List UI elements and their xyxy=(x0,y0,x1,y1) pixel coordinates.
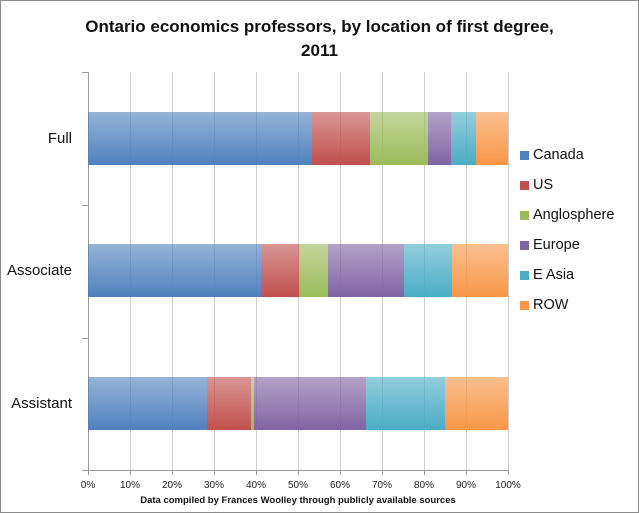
legend-item-canada: Canada xyxy=(520,140,614,170)
legend-swatch xyxy=(520,210,529,220)
legend-swatch xyxy=(520,240,529,250)
bar-segment-row xyxy=(451,244,508,297)
legend-swatch xyxy=(520,300,529,310)
x-tick xyxy=(508,470,509,475)
x-tick xyxy=(424,470,425,475)
bar-segment-canada xyxy=(88,244,262,297)
y-tick xyxy=(82,338,88,339)
x-tick-label: 50% xyxy=(287,480,308,491)
x-tick-label: 0% xyxy=(80,480,96,491)
legend-item-e-asia: E Asia xyxy=(520,260,614,290)
bar-segment-e-asia xyxy=(365,377,445,430)
x-tick-label: 80% xyxy=(413,480,434,491)
y-label-assistant: Assistant xyxy=(11,395,72,412)
bar-segment-canada xyxy=(88,377,207,430)
x-tick-label: 90% xyxy=(455,480,476,491)
bar-associate xyxy=(88,244,508,297)
x-tick-label: 30% xyxy=(203,480,224,491)
bar-segment-us xyxy=(312,112,371,165)
x-tick xyxy=(172,470,173,475)
x-tick xyxy=(466,470,467,475)
x-tick-label: 70% xyxy=(371,480,392,491)
bar-segment-canada xyxy=(88,112,313,165)
y-tick xyxy=(82,205,88,206)
gridline xyxy=(508,72,509,470)
legend-label: Anglosphere xyxy=(533,207,615,223)
x-tick xyxy=(340,470,341,475)
bar-segment-anglosphere xyxy=(370,112,429,165)
x-tick-label: 100% xyxy=(495,480,521,491)
source-note: Data compiled by Frances Woolley through… xyxy=(140,495,456,506)
bar-segment-e-asia xyxy=(403,244,452,297)
y-tick xyxy=(82,470,88,471)
bar-segment-us xyxy=(206,377,251,430)
bar-segment-anglosphere xyxy=(299,244,329,297)
legend: Canada US Anglosphere Europe E Asia ROW xyxy=(520,140,614,320)
bar-segment-europe xyxy=(328,244,404,297)
x-tick xyxy=(382,470,383,475)
y-label-full: Full xyxy=(47,130,72,147)
legend-item-europe: Europe xyxy=(520,230,614,260)
chart-title-line-2: 2011 xyxy=(301,41,338,60)
x-tick-label: 10% xyxy=(119,480,140,491)
legend-item-anglosphere: Anglosphere xyxy=(520,200,614,230)
bar-segment-us xyxy=(261,244,300,297)
x-tick-label: 20% xyxy=(161,480,182,491)
bar-segment-row xyxy=(444,377,508,430)
chart-title-line-1: Ontario economics professors, by locatio… xyxy=(85,17,554,36)
bar-segment-europe xyxy=(428,112,451,165)
bar-segment-anglosphere xyxy=(250,377,255,430)
bar-segment-row xyxy=(475,112,508,165)
legend-label: US xyxy=(533,177,554,193)
x-tick xyxy=(130,470,131,475)
bar-assistant xyxy=(88,377,508,430)
legend-label: E Asia xyxy=(533,267,575,283)
legend-item-us: US xyxy=(520,170,614,200)
x-tick xyxy=(298,470,299,475)
legend-label: ROW xyxy=(533,297,569,313)
x-tick-label: 40% xyxy=(245,480,266,491)
legend-item-row: ROW xyxy=(520,290,614,320)
legend-label: Europe xyxy=(533,237,580,253)
legend-swatch xyxy=(520,270,529,280)
legend-label: Canada xyxy=(533,147,584,163)
bar-segment-europe xyxy=(254,377,366,430)
x-tick xyxy=(88,470,89,475)
bar-segment-e-asia xyxy=(450,112,476,165)
x-tick xyxy=(256,470,257,475)
y-label-associate: Associate xyxy=(6,262,72,279)
x-tick-label: 60% xyxy=(329,480,350,491)
legend-swatch xyxy=(520,150,529,160)
legend-swatch xyxy=(520,180,529,190)
x-tick xyxy=(214,470,215,475)
bar-full xyxy=(88,112,508,165)
y-tick xyxy=(82,72,88,73)
